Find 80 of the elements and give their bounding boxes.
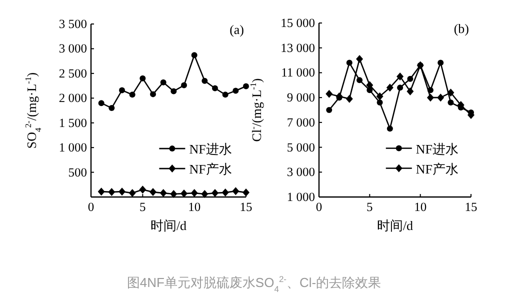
legend-label: NF产水 [189, 162, 232, 177]
point [181, 82, 187, 88]
y-tick-label: 9 000 [286, 90, 315, 105]
point [108, 105, 115, 112]
point [212, 189, 218, 198]
point [232, 88, 239, 94]
x-tick-label: 15 [240, 200, 252, 214]
x-tick-label: 10 [188, 200, 201, 214]
point [118, 188, 126, 196]
point [376, 92, 384, 100]
point [346, 94, 353, 103]
point [447, 88, 454, 97]
x-tick-label: 5 [366, 200, 373, 214]
x-tick-label: 10 [414, 200, 427, 214]
point [407, 76, 414, 82]
y-tick-label: 1 000 [286, 190, 315, 204]
y-tick-label: 3 000 [286, 165, 315, 180]
point [326, 90, 333, 98]
y-tick-label: 500 [68, 165, 87, 180]
point [376, 100, 383, 106]
point [232, 187, 240, 196]
y-tick-label: 13 000 [280, 40, 315, 55]
point [448, 100, 454, 106]
x-tick-label: 0 [316, 200, 322, 214]
point [222, 188, 229, 197]
point [150, 91, 156, 98]
point [437, 94, 444, 102]
y-tick-label: 3 500 [58, 17, 87, 31]
point [98, 100, 104, 106]
point [129, 92, 136, 98]
point [406, 87, 414, 96]
point [202, 78, 208, 84]
point [346, 60, 352, 66]
point [160, 189, 167, 198]
y-tick-label: 2 500 [58, 66, 87, 80]
point [397, 84, 404, 91]
point [243, 83, 249, 90]
legend-label: NF进水 [189, 142, 232, 157]
y-tick-label: 3 000 [58, 42, 87, 56]
point [140, 75, 146, 82]
point [98, 188, 105, 196]
point [190, 189, 198, 198]
point [356, 55, 364, 64]
caption: 图4NF单元对脱硫废水SO$_{4}$$^{2-}$、Cl-的去除效果 [126, 274, 382, 294]
point [150, 188, 156, 196]
point [119, 87, 125, 94]
point [426, 94, 434, 102]
point [108, 188, 116, 196]
y-tick-label: 11 000 [281, 66, 315, 80]
annotation: (b) [454, 21, 469, 36]
point [396, 72, 404, 80]
y-tick-label: 2 000 [58, 91, 87, 106]
point [191, 52, 198, 58]
point [356, 77, 363, 84]
x-tick-label: 0 [88, 200, 94, 214]
point [438, 60, 444, 66]
legend-label: NF产水 [416, 161, 459, 176]
annotation: (a) [230, 22, 244, 37]
point [242, 188, 250, 197]
point [170, 190, 178, 198]
point [326, 107, 332, 113]
x-axis-title: 时间/d [150, 218, 188, 233]
y-tick-label: 5 000 [286, 140, 315, 154]
point [222, 92, 228, 98]
y-tick-label: 1 000 [58, 140, 87, 155]
point [128, 189, 136, 198]
x-tick-label: 5 [140, 200, 146, 214]
y-tick-label: 15 000 [280, 16, 315, 30]
point [386, 126, 393, 132]
x-tick-label: 15 [464, 200, 478, 214]
legend-label: NF进水 [416, 141, 459, 156]
point [201, 190, 208, 198]
point [170, 88, 177, 94]
point [139, 186, 146, 194]
point [212, 85, 218, 92]
point [386, 84, 394, 92]
y-tick-label: 1 500 [58, 116, 87, 130]
point [160, 79, 166, 86]
y-tick-label: 7 000 [286, 115, 315, 130]
x-axis-title: 时间/d [376, 218, 414, 233]
